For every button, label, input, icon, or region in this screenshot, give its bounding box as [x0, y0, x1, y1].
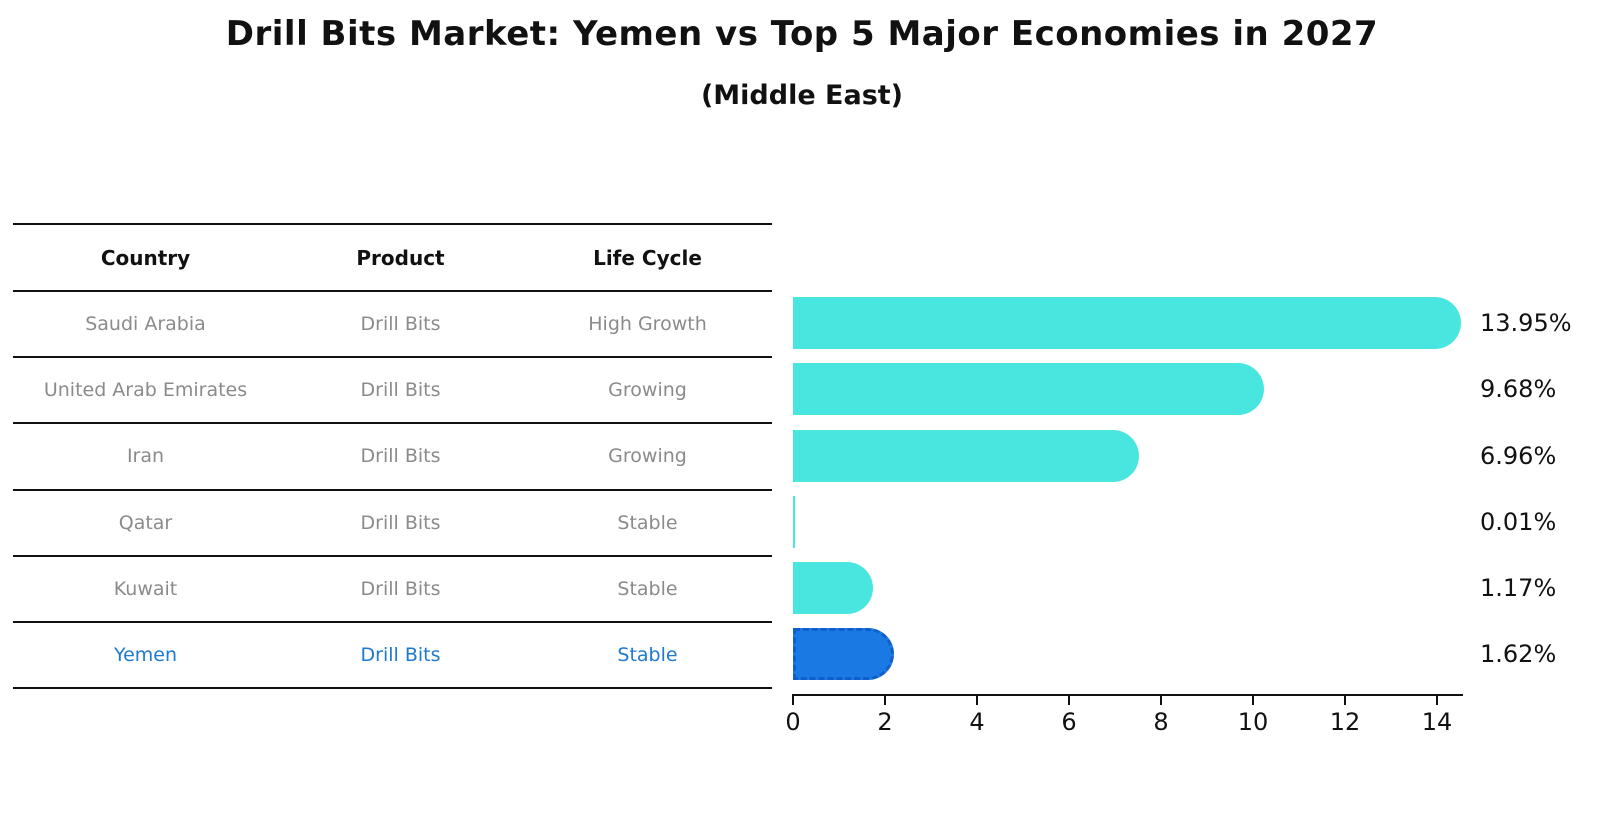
- bar-value-label-iran: 6.96%: [1480, 441, 1557, 470]
- bar-value-label-united-arab-emirates: 9.68%: [1480, 375, 1557, 404]
- x-tick-label: 6: [1061, 708, 1077, 736]
- x-tick-label: 12: [1329, 708, 1361, 736]
- cell-life-cycle: Growing: [608, 379, 687, 402]
- cell-country: Kuwait: [113, 577, 178, 600]
- cell-country: Qatar: [118, 511, 173, 534]
- chart-title: Drill Bits Market: Yemen vs Top 5 Major …: [225, 14, 1379, 54]
- table-row-kuwait: Kuwait Drill Bits Stable: [13, 557, 772, 623]
- x-tick-label: 4: [969, 708, 985, 736]
- x-tick: [884, 694, 886, 705]
- x-tick: [1252, 694, 1254, 705]
- x-tick-label: 8: [1153, 708, 1169, 736]
- bar-value-label-yemen: 1.62%: [1480, 640, 1557, 669]
- table-row-saudi-arabia: Saudi Arabia Drill Bits High Growth: [13, 292, 772, 359]
- cell-product: Drill Bits: [360, 511, 441, 534]
- table-body: Saudi Arabia Drill Bits High Growth United …: [13, 292, 772, 690]
- bar-value-label-kuwait: 1.17%: [1480, 573, 1557, 602]
- table-row-qatar: Qatar Drill Bits Stable: [13, 491, 772, 557]
- x-tick-label: 10: [1237, 708, 1269, 736]
- x-tick: [1436, 694, 1438, 705]
- bar-value-label-qatar: 0.01%: [1480, 507, 1557, 536]
- x-axis-line: [793, 694, 1464, 696]
- cell-country: Saudi Arabia: [85, 313, 206, 336]
- cell-country: Iran: [126, 445, 165, 468]
- table-row-yemen: Yemen Drill Bits Stable: [13, 623, 772, 690]
- x-tick: [792, 694, 794, 705]
- bar-yemen: [793, 628, 894, 681]
- table-row-iran: Iran Drill Bits Growing: [13, 424, 772, 491]
- x-tick: [1344, 694, 1346, 705]
- bar-qatar: [793, 495, 795, 548]
- x-tick-label: 0: [785, 708, 801, 736]
- x-tick-label: 2: [877, 708, 893, 736]
- x-tick-label: 14: [1421, 708, 1453, 736]
- cell-life-cycle: Stable: [617, 644, 678, 667]
- cell-life-cycle: High Growth: [588, 313, 707, 336]
- table-header-product: Product: [356, 245, 445, 270]
- bar-united-arab-emirates: [793, 363, 1265, 416]
- x-tick: [1068, 694, 1070, 705]
- cell-country: United Arab Emirates: [43, 379, 248, 402]
- bar-value-label-saudi-arabia: 13.95%: [1480, 309, 1572, 338]
- table-header-row: Country Product Life Cycle: [13, 223, 772, 292]
- cell-life-cycle: Stable: [617, 577, 678, 600]
- cell-life-cycle: Stable: [617, 511, 678, 534]
- bar-iran: [793, 429, 1140, 482]
- cell-product: Drill Bits: [360, 644, 441, 667]
- table-header-life-cycle: Life Cycle: [593, 245, 702, 270]
- bar-saudi-arabia: [793, 297, 1461, 350]
- bar-kuwait: [793, 561, 873, 614]
- cell-product: Drill Bits: [360, 379, 441, 402]
- country-table: Country Product Life Cycle Saudi Arabia D…: [13, 223, 772, 690]
- cell-life-cycle: Growing: [608, 445, 687, 468]
- cell-product: Drill Bits: [360, 577, 441, 600]
- table-header-country: Country: [100, 245, 191, 270]
- x-tick: [976, 694, 978, 705]
- cell-product: Drill Bits: [360, 445, 441, 468]
- x-tick: [1160, 694, 1162, 705]
- cell-product: Drill Bits: [360, 313, 441, 336]
- cell-country: Yemen: [113, 644, 177, 667]
- chart-subtitle: (Middle East): [700, 80, 904, 111]
- table-row-united-arab-emirates: United Arab Emirates Drill Bits Growing: [13, 358, 772, 425]
